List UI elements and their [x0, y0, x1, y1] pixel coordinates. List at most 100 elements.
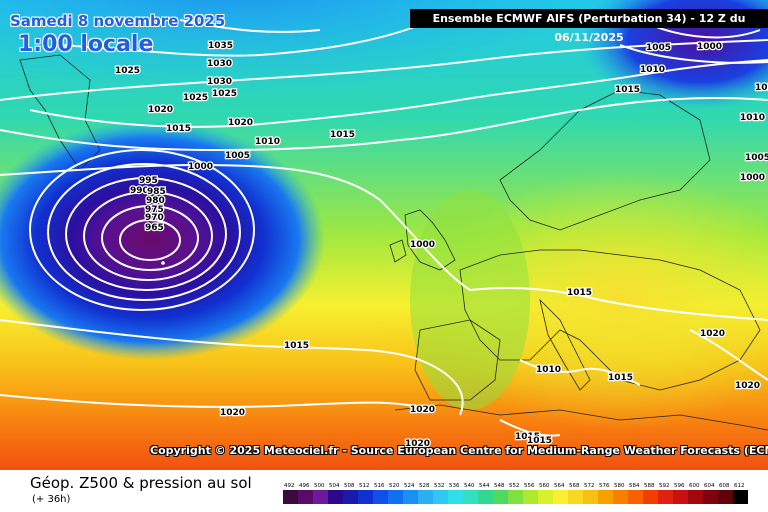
colorbar-tick-label: 536	[449, 483, 460, 489]
colorbar-tick-label: 552	[509, 483, 520, 489]
colorbar-swatch	[553, 490, 568, 504]
isobar-label: 980	[146, 196, 165, 206]
colorbar-swatch	[718, 490, 733, 504]
isobar-label: 975	[145, 205, 164, 215]
isobar-label: 965	[145, 223, 164, 233]
isobar-label: 1005	[646, 43, 671, 53]
colorbar-swatch	[403, 490, 418, 504]
legend-title: Géop. Z500 & pression au sol	[30, 474, 252, 492]
colorbar-swatch	[343, 490, 358, 504]
isobar-label: 995	[139, 176, 158, 186]
z500-colorbar: 492 496 500 504 508 512 516 520 524 528 532 536 540 5…	[283, 483, 748, 504]
isobar-label: 1010	[536, 365, 561, 375]
isobar-label: 1020	[405, 439, 430, 449]
isobar-label: 1020	[700, 329, 725, 339]
isobar-label: 1020	[410, 405, 435, 415]
colorbar-tick-label: 528	[419, 483, 430, 489]
isobar-label: 1015	[615, 85, 640, 95]
colorbar-tick-label: 564	[554, 483, 565, 489]
colorbar-tick-label: 512	[359, 483, 370, 489]
colorbar-tick-label: 572	[584, 483, 595, 489]
colorbar-swatch	[463, 490, 478, 504]
isobar-label: 1015	[527, 436, 552, 446]
isobar-label: 1005	[745, 153, 768, 163]
colorbar-swatch	[508, 490, 523, 504]
isobar-label: 1030	[207, 77, 232, 87]
colorbar-swatch	[538, 490, 553, 504]
map-canvas: 1035 1030 1030 1025 1025 1025 1020 1020 …	[0, 0, 768, 470]
colorbar-swatch	[328, 490, 343, 504]
forecast-local-time: 1:00 locale	[18, 32, 154, 57]
colorbar-swatch	[433, 490, 448, 504]
colorbar-tick-label: 544	[479, 483, 490, 489]
colorbar-swatch	[313, 490, 328, 504]
isobar-label: 970	[145, 213, 164, 223]
colorbar-tick-label: 524	[404, 483, 415, 489]
legend-subtitle: (+ 36h)	[32, 494, 71, 505]
colorbar-tick-label: 600	[689, 483, 700, 489]
isobar-label: 1010	[740, 113, 765, 123]
colorbar-swatch	[703, 490, 718, 504]
colorbar-swatch	[613, 490, 628, 504]
isobar-label: 985	[147, 187, 166, 197]
isobar-label: 1035	[208, 41, 233, 51]
isobar-labels: 1035 1030 1030 1025 1025 1025 1020 1020 …	[114, 40, 768, 451]
colorbar-tick-label: 548	[494, 483, 505, 489]
isobar-label: 1005	[225, 151, 250, 161]
isobar-label: 1015	[166, 124, 191, 134]
colorbar-tick-label: 508	[344, 483, 355, 489]
colorbar-swatch	[493, 490, 508, 504]
colorbar-tick-label: 504	[329, 483, 340, 489]
colorbar-tick-label: 580	[614, 483, 625, 489]
isobar-label: 1010	[640, 65, 665, 75]
colorbar-swatch	[583, 490, 598, 504]
isobar-label: 1010	[255, 137, 280, 147]
weather-map: 1035 1030 1030 1025 1025 1025 1020 1020 …	[0, 0, 768, 470]
colorbar-tick-label: 604	[704, 483, 715, 489]
colorbar-tick-label: 568	[569, 483, 580, 489]
colorbar-swatch	[448, 490, 463, 504]
colorbar-tick-label: 516	[374, 483, 385, 489]
colorbar-swatch	[673, 490, 688, 504]
colorbar-tick-label: 560	[539, 483, 550, 489]
isobar-label: 1015	[515, 432, 540, 442]
model-run-title: Ensemble ECMWF AIFS (Perturbation 34) - …	[410, 9, 768, 44]
isobar-label: 1025	[115, 66, 140, 76]
colorbar-swatch	[418, 490, 433, 504]
colorbar-swatch	[598, 490, 613, 504]
colorbar-swatch	[523, 490, 538, 504]
colorbar-swatch	[358, 490, 373, 504]
isobar-label: 1015	[567, 288, 592, 298]
copyright-notice: Copyright © 2025 Meteociel.fr - Source E…	[150, 444, 768, 457]
isobar-label: 1000	[697, 42, 722, 52]
colorbar-tick-label: 584	[629, 483, 640, 489]
colorbar-tick-label: 496	[299, 483, 310, 489]
colorbar-tick-label: 576	[599, 483, 610, 489]
isobar-label: 1015	[608, 373, 633, 383]
isobar-label: 1020	[148, 105, 173, 115]
low-center-marker	[161, 261, 165, 265]
isobar-label: 990	[130, 186, 149, 196]
isobar-label: 1000	[410, 240, 435, 250]
isobar-label: 1030	[207, 59, 232, 69]
colorbar-tick-label: 540	[464, 483, 475, 489]
isobars	[0, 19, 768, 437]
isobar-label: 1015	[330, 130, 355, 140]
isobar-label: 1025	[183, 93, 208, 103]
forecast-date: Samedi 8 novembre 2025	[10, 12, 226, 30]
isobar-label: 1020	[735, 381, 760, 391]
colorbar-swatch	[643, 490, 658, 504]
colorbar-swatch	[733, 490, 748, 504]
isobar-label: 1020	[228, 118, 253, 128]
colorbar-tick-label: 612	[734, 483, 745, 489]
colorbar-swatch	[478, 490, 493, 504]
colorbar-swatch	[373, 490, 388, 504]
isobar-label: 1010	[755, 83, 768, 93]
colorbar-swatch	[283, 490, 298, 504]
colorbar-tick-label: 520	[389, 483, 400, 489]
isobar-label: 1020	[220, 408, 245, 418]
colorbar-tick-label: 588	[644, 483, 655, 489]
colorbar-tick-label: 608	[719, 483, 730, 489]
colorbar-tick-label: 500	[314, 483, 325, 489]
colorbar-swatch	[688, 490, 703, 504]
